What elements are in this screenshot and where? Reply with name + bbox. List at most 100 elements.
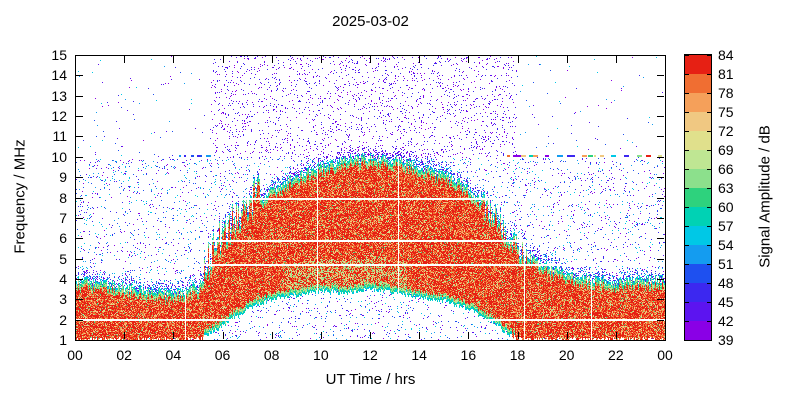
x-tick-label: 20 (558, 347, 575, 363)
colorbar-block (685, 150, 711, 169)
y-tick-mark (76, 156, 83, 158)
colorbar-tick-mark (685, 283, 689, 284)
y-tick-label: 7 (59, 209, 67, 226)
x-tick-mark (370, 332, 371, 339)
y-tick-label: 2 (59, 311, 67, 328)
colorbar-tick-label: 60 (718, 199, 734, 215)
y-tick-mark (76, 278, 83, 280)
x-tick-label: 08 (263, 347, 280, 363)
colorbar-tick-mark (685, 321, 689, 322)
y-tick-mark (657, 340, 664, 341)
x-tick-mark (615, 56, 617, 63)
x-tick-label: 10 (313, 347, 329, 363)
colorbar-tick-label: 45 (718, 294, 734, 310)
colorbar-tick-mark (685, 55, 689, 56)
y-tick-label: 3 (59, 291, 67, 308)
colorbar-block (685, 55, 711, 74)
y-tick-mark (657, 55, 664, 56)
colorbar-block (685, 188, 711, 207)
colorbar-tick-label: 54 (718, 237, 734, 253)
x-tick-mark (320, 56, 322, 63)
y-tick-mark (76, 319, 83, 321)
y-tick-mark (657, 116, 664, 118)
colorbar-tick-mark (707, 321, 711, 322)
x-tick-mark (271, 56, 273, 63)
y-tick-label: 15 (51, 47, 67, 63)
colorbar-tick-label: 57 (718, 218, 734, 234)
colorbar-tick-label: 42 (718, 313, 734, 329)
y-tick-mark (657, 177, 664, 179)
colorbar-tick-mark (707, 55, 711, 56)
x-tick-label: 06 (214, 347, 231, 363)
y-tick-label: 5 (59, 250, 67, 267)
colorbar-tick-mark (685, 93, 689, 94)
y-tick-mark (657, 319, 664, 321)
x-tick-mark (468, 332, 470, 339)
colorbar-tick-mark (707, 283, 711, 284)
y-tick-mark (76, 136, 83, 138)
y-tick-label: 4 (59, 270, 67, 287)
y-tick-label: 8 (59, 189, 67, 206)
colorbar-tick-mark (707, 188, 711, 189)
x-tick-mark (419, 56, 421, 63)
colorbar-tick-label: 39 (718, 332, 734, 348)
x-tick-mark (517, 332, 519, 339)
colorbar-tick-label: 66 (718, 161, 734, 177)
x-tick-mark (173, 56, 175, 63)
colorbar-block (685, 207, 711, 226)
x-tick-mark (665, 332, 666, 339)
colorbar-tick-mark (707, 150, 711, 151)
colorbar-block (685, 321, 711, 340)
colorbar-tick-mark (685, 264, 689, 265)
colorbar-border (684, 54, 712, 341)
x-tick-mark (124, 56, 126, 63)
colorbar-tick-mark (685, 150, 689, 151)
colorbar-tick-mark (707, 74, 711, 75)
colorbar-tick-mark (707, 93, 711, 94)
x-tick-mark (370, 56, 371, 63)
y-tick-mark (657, 156, 664, 158)
y-tick-label: 10 (51, 148, 67, 165)
x-tick-mark (75, 56, 76, 63)
x-tick-mark (517, 56, 519, 63)
y-tick-mark (657, 278, 664, 280)
colorbar-tick-mark (685, 245, 689, 246)
x-tick-label: 02 (116, 347, 132, 363)
colorbar-tick-label: 72 (718, 123, 734, 139)
x-tick-label: 04 (165, 347, 182, 363)
x-tick-label: 00 (657, 347, 673, 363)
colorbar-tick-label: 48 (718, 275, 734, 291)
y-tick-mark (76, 340, 83, 341)
x-tick-mark (419, 332, 421, 339)
colorbar-tick-mark (685, 226, 689, 227)
y-tick-mark (657, 238, 664, 240)
x-tick-label: 14 (411, 347, 427, 363)
colorbar-tick-label: 69 (718, 142, 734, 158)
y-tick-mark (76, 258, 83, 260)
y-tick-label: 12 (51, 108, 67, 125)
colorbar-tick-mark (685, 112, 689, 113)
plot-area (75, 55, 666, 341)
y-axis-label: Frequency / MHz (11, 139, 29, 254)
colorbar-tick-mark (707, 169, 711, 170)
x-tick-mark (222, 56, 224, 63)
colorbar-tick-label: 78 (718, 85, 734, 101)
y-tick-mark (657, 299, 664, 301)
chart-title: 2025-03-02 (332, 13, 409, 30)
colorbar-block (685, 169, 711, 188)
colorbar-tick-mark (707, 264, 711, 265)
colorbar-tick-label: 63 (718, 180, 734, 196)
colorbar-tick-label: 84 (718, 47, 734, 63)
y-tick-mark (76, 95, 83, 97)
colorbar-block (685, 112, 711, 131)
y-tick-mark (657, 258, 664, 260)
y-tick-mark (76, 299, 83, 301)
colorbar-block (685, 74, 711, 93)
y-tick-mark (76, 217, 83, 219)
y-tick-label: 14 (51, 67, 67, 84)
colorbar-tick-label: 75 (718, 104, 734, 120)
colorbar-tick-mark (707, 302, 711, 303)
x-tick-label: 18 (509, 347, 526, 363)
colorbar-block (685, 93, 711, 112)
colorbar-label: Signal Amplitude / dB (756, 125, 774, 268)
